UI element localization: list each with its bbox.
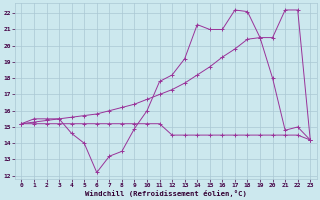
X-axis label: Windchill (Refroidissement éolien,°C): Windchill (Refroidissement éolien,°C) xyxy=(85,190,247,197)
